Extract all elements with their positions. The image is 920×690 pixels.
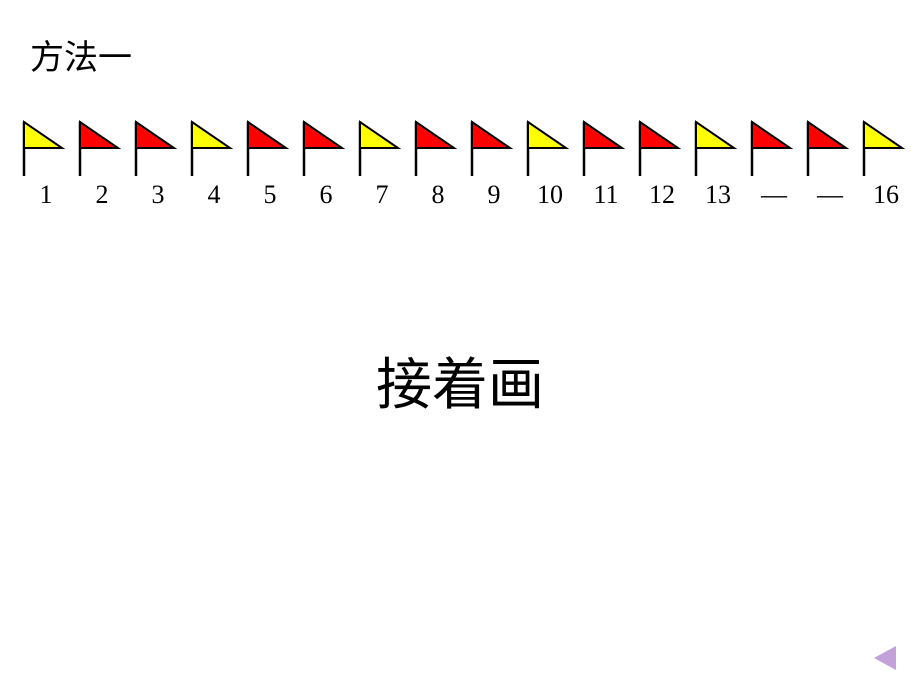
flag-number-label: 6: [320, 180, 333, 210]
flag-icon: [18, 120, 74, 178]
flag-icon: [298, 120, 354, 178]
flag-icon: [466, 120, 522, 178]
flag-icon: [242, 120, 298, 178]
flag-cell: 13: [690, 120, 746, 210]
flag-icon: [858, 120, 914, 178]
flag-cell: —: [746, 120, 802, 210]
flag-icon: [802, 120, 858, 178]
flag-number-label: 12: [649, 180, 675, 210]
flag-cell: —: [802, 120, 858, 210]
flag-cell: 16: [858, 120, 914, 210]
flag-number-label: 13: [705, 180, 731, 210]
flag-cell: 12: [634, 120, 690, 210]
flag-number-label: 3: [152, 180, 165, 210]
flag-cell: 2: [74, 120, 130, 210]
flag-number-label: 4: [208, 180, 221, 210]
method-title: 方法一: [30, 30, 132, 79]
flag-number-label: 2: [96, 180, 109, 210]
flag-number-label: 9: [488, 180, 501, 210]
flag-cell: 8: [410, 120, 466, 210]
flag-icon: [578, 120, 634, 178]
flag-number-label: —: [761, 180, 787, 210]
flag-cell: 5: [242, 120, 298, 210]
flag-row: 12345678910111213——16: [18, 120, 914, 210]
flag-number-label: —: [817, 180, 843, 210]
flag-cell: 6: [298, 120, 354, 210]
flag-number-label: 8: [432, 180, 445, 210]
back-arrow-icon[interactable]: [866, 640, 902, 676]
flag-number-label: 1: [40, 180, 53, 210]
flag-icon: [522, 120, 578, 178]
flag-icon: [354, 120, 410, 178]
flag-cell: 11: [578, 120, 634, 210]
flag-icon: [74, 120, 130, 178]
flag-cell: 4: [186, 120, 242, 210]
flag-icon: [130, 120, 186, 178]
caption-text: 接着画: [0, 340, 920, 421]
flag-number-label: 7: [376, 180, 389, 210]
flag-icon: [410, 120, 466, 178]
flag-number-label: 5: [264, 180, 277, 210]
flag-number-label: 10: [537, 180, 563, 210]
flag-cell: 9: [466, 120, 522, 210]
flag-cell: 7: [354, 120, 410, 210]
back-arrow-shape: [874, 646, 896, 670]
flag-number-label: 16: [873, 180, 899, 210]
flag-icon: [186, 120, 242, 178]
flag-icon: [634, 120, 690, 178]
flag-number-label: 11: [593, 180, 618, 210]
flag-cell: 10: [522, 120, 578, 210]
flag-icon: [746, 120, 802, 178]
flag-cell: 3: [130, 120, 186, 210]
flag-icon: [690, 120, 746, 178]
flag-cell: 1: [18, 120, 74, 210]
